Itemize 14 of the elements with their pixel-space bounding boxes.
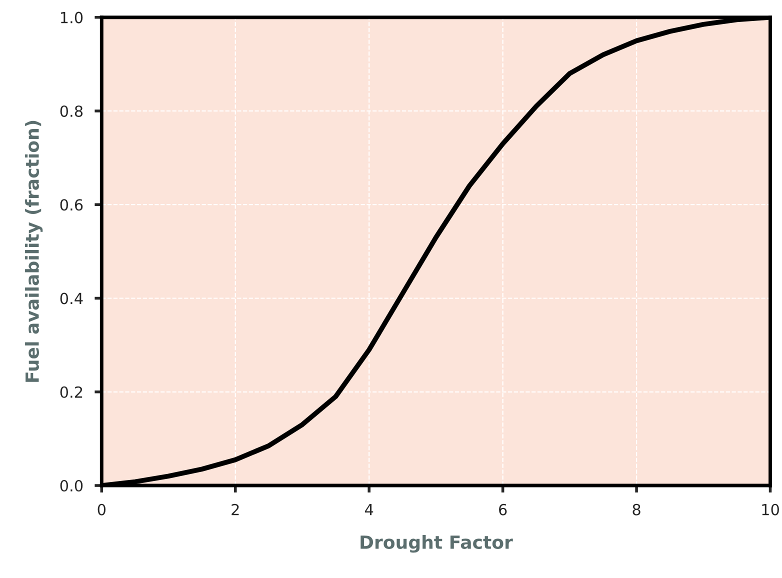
x-tick-label: 10 [762, 504, 779, 516]
y-axis-title: Fuel availability (fraction) [25, 120, 43, 382]
y-tick-label: 0.0 [60, 480, 83, 492]
y-tick-label: 0.8 [60, 105, 83, 117]
x-tick-label: 8 [632, 504, 640, 516]
y-tick-label: 0.6 [60, 199, 83, 211]
y-tick-label: 1.0 [60, 12, 83, 24]
x-tick-label: 4 [364, 504, 374, 516]
x-axis-title: Drought Factor [360, 535, 513, 553]
y-tick-label: 0.4 [60, 292, 83, 304]
x-tick-label: 0 [98, 504, 106, 516]
x-tick-label: 2 [232, 504, 239, 516]
x-tick-label: 6 [499, 504, 507, 516]
y-tick-label: 0.2 [60, 386, 82, 398]
